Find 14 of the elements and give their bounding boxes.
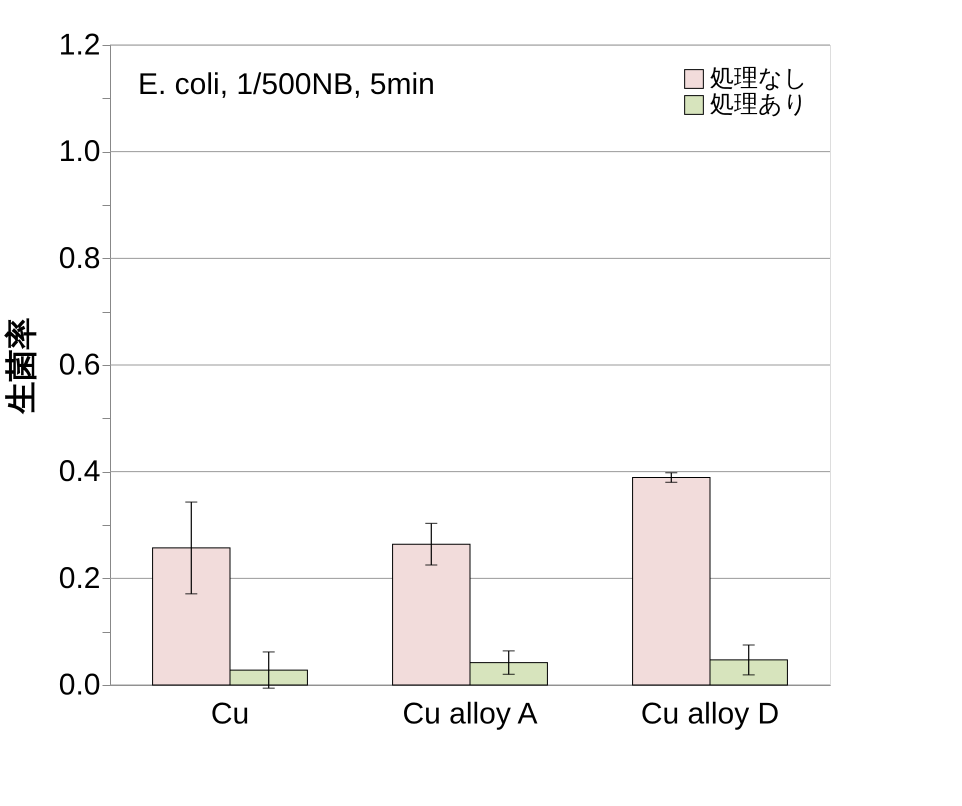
y-tick-label: 0.4 [58, 455, 100, 488]
annotation: E. coli, 1/500NB, 5min [138, 68, 435, 101]
y-tick-label: 0.6 [58, 348, 100, 382]
y-tick-label: 1.2 [58, 28, 100, 62]
y-tick-label: 1.0 [58, 135, 100, 168]
x-tick-label: Cu alloy A [402, 698, 538, 730]
x-tick-label: Cu [210, 698, 250, 730]
y-tick-label: 0.2 [58, 562, 100, 595]
x-tick-label: Cu alloy D [640, 698, 780, 730]
y-tick-label: 0.8 [58, 242, 100, 275]
legend-label: 処理あり [710, 91, 808, 118]
y-tick-label: 0.0 [58, 668, 100, 702]
y-axis-title: 生菌率 [2, 318, 39, 414]
legend-label: 処理なし [710, 65, 808, 92]
